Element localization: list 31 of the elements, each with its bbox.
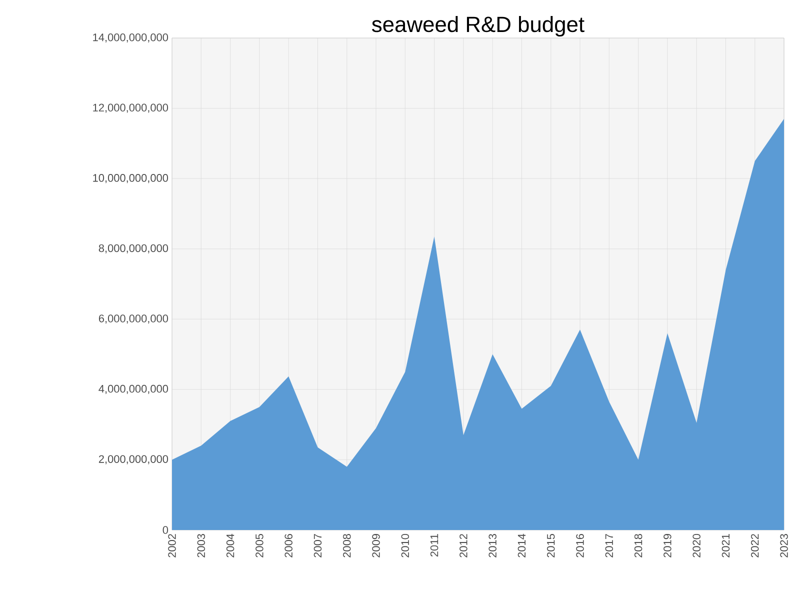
y-tick-label: 0 — [162, 526, 168, 534]
x-tick-label: 2017 — [605, 534, 614, 558]
x-tick-label: 2011 — [430, 534, 438, 557]
x-tick-label: 2018 — [634, 534, 642, 558]
y-tick-label: 4,000,000,000 — [98, 384, 168, 394]
y-tick-label: 8,000,000,000 — [98, 244, 168, 254]
x-tick-label: 2013 — [488, 534, 496, 558]
x-tick-label: 2004 — [226, 534, 234, 558]
y-tick-label: 14,000,000,000 — [93, 33, 168, 43]
x-tick-label: 2003 — [197, 534, 206, 558]
x-tick-label: 2020 — [692, 534, 700, 558]
x-tick-label: 2007 — [314, 534, 322, 558]
x-tick-label: 2010 — [401, 534, 410, 558]
x-tick-label: 2015 — [546, 534, 555, 558]
chart-title: seaweed R&D budget — [372, 16, 584, 36]
x-tick-label: 2005 — [256, 534, 264, 558]
x-tick-label: 2012 — [460, 534, 468, 558]
x-tick-label: 2023 — [780, 534, 788, 558]
x-tick-label: 2006 — [284, 534, 292, 558]
x-tick-label: 2009 — [372, 534, 380, 558]
x-tick-label: 2021 — [722, 534, 730, 558]
x-tick-label: 2019 — [664, 534, 672, 558]
x-tick-label: 2016 — [576, 534, 584, 558]
y-tick-label: 6,000,000,000 — [98, 314, 168, 324]
x-tick-label: 2002 — [168, 534, 176, 558]
y-tick-label: 12,000,000,000 — [93, 104, 168, 113]
x-tick-label: 2008 — [342, 534, 351, 558]
y-tick-label: 2,000,000,000 — [98, 455, 168, 464]
x-tick-label: 2014 — [518, 534, 526, 558]
x-tick-label: 2022 — [750, 534, 759, 558]
y-tick-label: 10,000,000,000 — [93, 174, 168, 184]
